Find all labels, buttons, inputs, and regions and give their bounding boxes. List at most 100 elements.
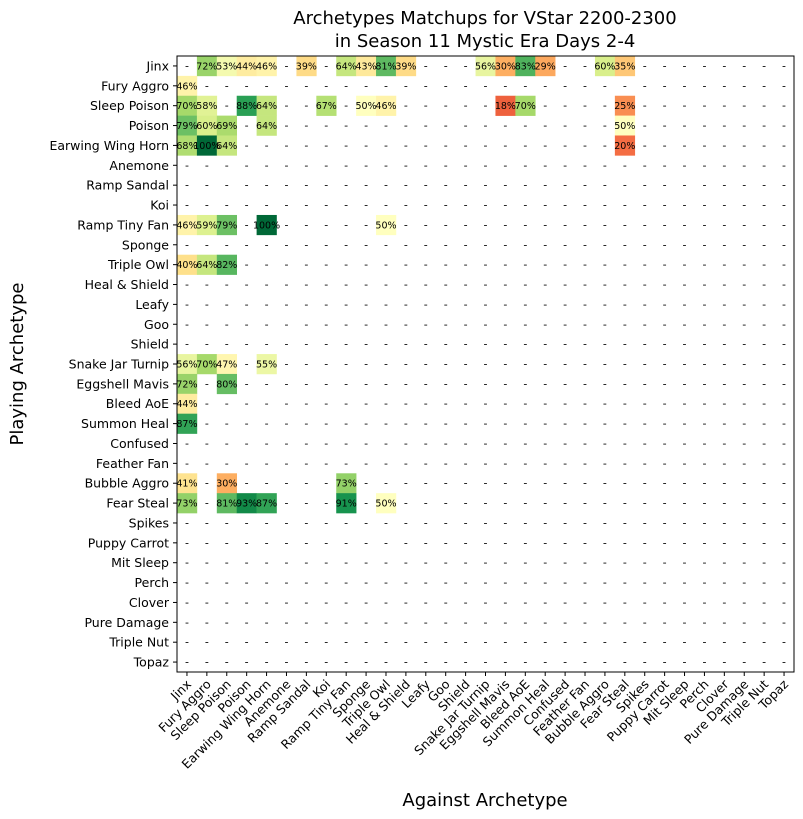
missing-cell-marker: - xyxy=(762,258,766,271)
missing-cell-marker: - xyxy=(742,636,746,649)
missing-cell-marker: - xyxy=(284,179,288,192)
missing-cell-marker: - xyxy=(782,536,786,549)
missing-cell-marker: - xyxy=(563,139,567,152)
missing-cell-marker: - xyxy=(543,616,547,629)
missing-cell-marker: - xyxy=(384,159,388,172)
missing-cell-marker: - xyxy=(344,99,348,112)
missing-cell-marker: - xyxy=(503,417,507,430)
missing-cell-marker: - xyxy=(364,437,368,450)
missing-cell-marker: - xyxy=(304,238,308,251)
missing-cell-marker: - xyxy=(683,536,687,549)
missing-cell-marker: - xyxy=(344,377,348,390)
missing-cell-marker: - xyxy=(484,218,488,231)
missing-cell-marker: - xyxy=(663,358,667,371)
missing-cell-marker: - xyxy=(364,139,368,152)
missing-cell-marker: - xyxy=(543,199,547,212)
heatmap-cell xyxy=(395,56,417,77)
missing-cell-marker: - xyxy=(722,656,726,669)
heatmap-cell xyxy=(177,254,198,275)
missing-cell-marker: - xyxy=(523,536,527,549)
y-axis-ticks: Jinx Fury Aggro Sleep Poison Poison Earwing … xyxy=(49,58,177,670)
missing-cell-marker: - xyxy=(464,59,468,72)
missing-cell-marker: - xyxy=(225,238,229,251)
missing-cell-marker: - xyxy=(623,417,627,430)
missing-cell-marker: - xyxy=(245,516,249,529)
missing-cell-marker: - xyxy=(384,556,388,569)
missing-cell-marker: - xyxy=(265,258,269,271)
missing-cell-marker: - xyxy=(384,457,388,470)
cell-value-label: 50% xyxy=(614,121,635,132)
missing-cell-marker: - xyxy=(722,616,726,629)
missing-cell-marker: - xyxy=(404,556,408,569)
missing-cell-marker: - xyxy=(384,656,388,669)
missing-cell-marker: - xyxy=(404,218,408,231)
missing-cell-marker: - xyxy=(663,656,667,669)
missing-cell-marker: - xyxy=(424,199,428,212)
missing-cell-marker: - xyxy=(245,159,249,172)
missing-cell-marker: - xyxy=(663,159,667,172)
missing-cell-marker: - xyxy=(742,516,746,529)
missing-cell-marker: - xyxy=(424,218,428,231)
missing-cell-marker: - xyxy=(583,477,587,490)
missing-cell-marker: - xyxy=(563,516,567,529)
y-tick-label: Ramp Tiny Fan xyxy=(77,217,169,232)
missing-cell-marker: - xyxy=(683,457,687,470)
cell-value-label: 82% xyxy=(216,260,237,271)
missing-cell-marker: - xyxy=(484,159,488,172)
missing-cell-marker: - xyxy=(444,179,448,192)
missing-cell-marker: - xyxy=(683,437,687,450)
missing-cell-marker: - xyxy=(265,278,269,291)
missing-cell-marker: - xyxy=(583,596,587,609)
missing-cell-marker: - xyxy=(484,596,488,609)
missing-cell-marker: - xyxy=(603,218,607,231)
missing-cell-marker: - xyxy=(663,536,667,549)
missing-cell-marker: - xyxy=(702,238,706,251)
cell-value-label: 64% xyxy=(216,141,237,152)
missing-cell-marker: - xyxy=(722,199,726,212)
missing-cell-marker: - xyxy=(304,298,308,311)
cell-value-label: 72% xyxy=(176,379,197,390)
missing-cell-marker: - xyxy=(444,199,448,212)
missing-cell-marker: - xyxy=(185,238,189,251)
missing-cell-marker: - xyxy=(643,358,647,371)
missing-cell-marker: - xyxy=(304,536,308,549)
missing-cell-marker: - xyxy=(464,278,468,291)
missing-cell-marker: - xyxy=(484,417,488,430)
missing-cell-marker: - xyxy=(623,616,627,629)
missing-cell-marker: - xyxy=(623,556,627,569)
missing-cell-marker: - xyxy=(543,536,547,549)
missing-cell-marker: - xyxy=(205,497,209,510)
missing-cell-marker: - xyxy=(444,457,448,470)
missing-cell-marker: - xyxy=(304,179,308,192)
missing-cell-marker: - xyxy=(603,119,607,132)
missing-cell-marker: - xyxy=(523,358,527,371)
missing-cell-marker: - xyxy=(782,79,786,92)
missing-cell-marker: - xyxy=(245,596,249,609)
missing-cell-marker: - xyxy=(702,338,706,351)
missing-cell-marker: - xyxy=(623,536,627,549)
missing-cell-marker: - xyxy=(444,318,448,331)
missing-cell-marker: - xyxy=(464,298,468,311)
missing-cell-marker: - xyxy=(583,576,587,589)
missing-cell-marker: - xyxy=(623,298,627,311)
missing-cell-marker: - xyxy=(384,536,388,549)
missing-cell-marker: - xyxy=(623,377,627,390)
missing-cell-marker: - xyxy=(304,199,308,212)
missing-cell-marker: - xyxy=(563,119,567,132)
cell-value-label: 30% xyxy=(216,479,237,490)
missing-cell-marker: - xyxy=(543,556,547,569)
missing-cell-marker: - xyxy=(444,417,448,430)
missing-cell-marker: - xyxy=(484,179,488,192)
missing-cell-marker: - xyxy=(643,318,647,331)
missing-cell-marker: - xyxy=(225,338,229,351)
missing-cell-marker: - xyxy=(304,497,308,510)
missing-cell-marker: - xyxy=(603,656,607,669)
missing-cell-marker: - xyxy=(304,437,308,450)
cell-value-label: 25% xyxy=(614,101,635,112)
cell-value-label: 79% xyxy=(176,121,197,132)
missing-cell-marker: - xyxy=(304,656,308,669)
missing-cell-marker: - xyxy=(663,199,667,212)
missing-cell-marker: - xyxy=(344,536,348,549)
y-tick-label: Goo xyxy=(144,317,169,332)
missing-cell-marker: - xyxy=(722,377,726,390)
